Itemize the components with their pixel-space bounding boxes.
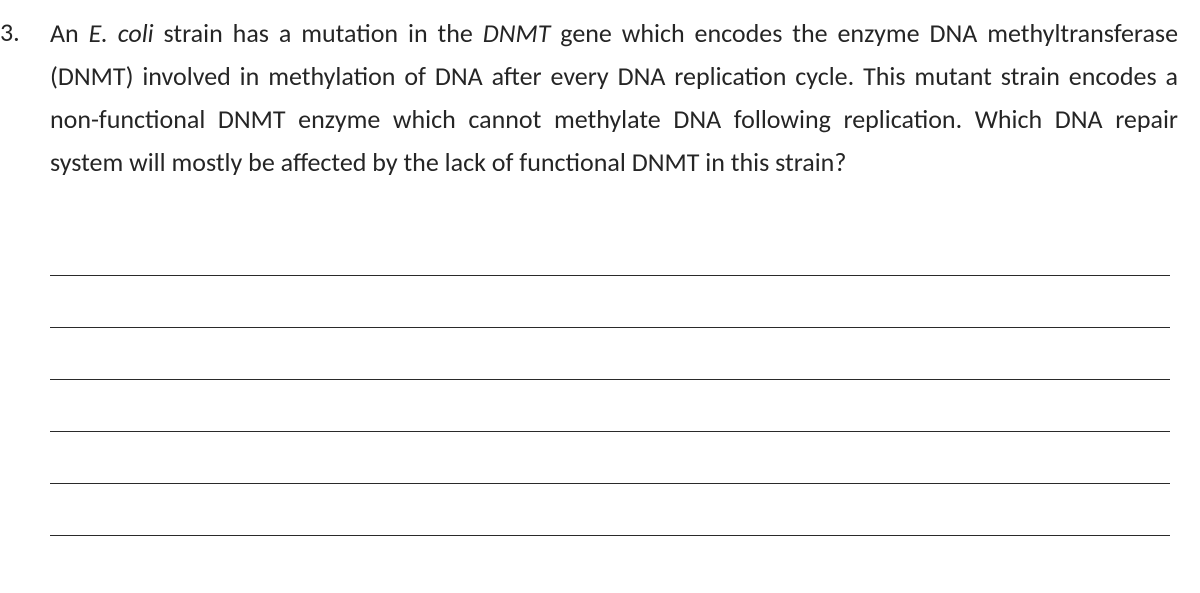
answer-line xyxy=(50,336,1170,380)
answer-line xyxy=(50,232,1170,276)
question-italic-ecoli: E. coli xyxy=(89,17,154,49)
answer-lines-area xyxy=(0,232,1178,536)
question-text-part1: An xyxy=(50,17,89,49)
question-container: 3. An E. coli strain has a mutation in t… xyxy=(0,12,1178,184)
question-italic-dnmt: DNMT xyxy=(483,17,551,49)
answer-line xyxy=(50,440,1170,484)
answer-line xyxy=(50,284,1170,328)
question-text-part2: strain has a mutation in the xyxy=(154,17,483,49)
question-text: An E. coli strain has a mutation in the … xyxy=(50,12,1178,184)
answer-line xyxy=(50,492,1170,536)
answer-line xyxy=(50,388,1170,432)
question-number: 3. xyxy=(0,12,50,54)
